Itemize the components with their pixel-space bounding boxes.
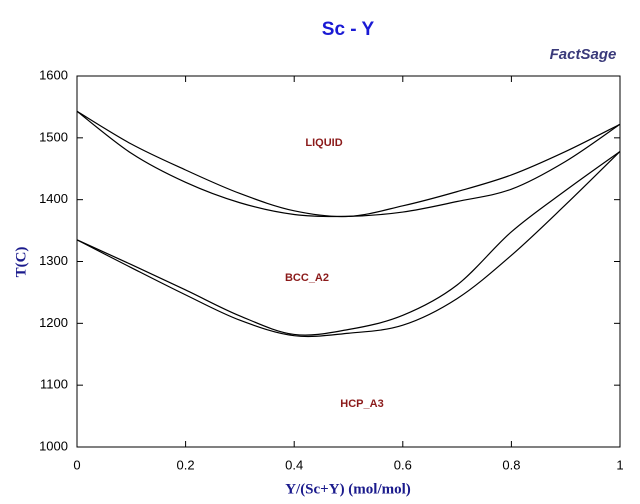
y-tick-label: 1300 [39,253,68,268]
y-tick-label: 1200 [39,315,68,330]
x-tick-label: 1 [616,457,623,472]
y-tick-label: 1500 [39,129,68,144]
y-tick-label: 1000 [39,438,68,453]
x-tick-label: 0.2 [177,457,195,472]
phase-boundary [76,150,621,336]
y-axis-label: T(C) [13,247,29,278]
phase-label: LIQUID [305,137,342,149]
phase-boundary [76,110,621,218]
x-tick-label: 0.6 [394,457,412,472]
x-tick-label: 0.8 [502,457,520,472]
logo: FactSage [550,46,617,63]
plot-frame [76,75,621,448]
phase-boundary [76,110,621,218]
y-tick-label: 1600 [39,67,68,82]
phase-label: BCC_A2 [285,272,329,284]
chart-title: Sc - Y [322,19,375,40]
y-tick-label: 1400 [39,191,68,206]
x-tick-label: 0.4 [285,457,303,472]
phase-boundary [76,151,621,338]
x-axis-label: Y/(Sc+Y) (mol/mol) [285,481,411,497]
x-tick-label: 0 [73,457,80,472]
y-tick-label: 1100 [40,377,68,392]
phase-label: HCP_A3 [340,398,383,410]
